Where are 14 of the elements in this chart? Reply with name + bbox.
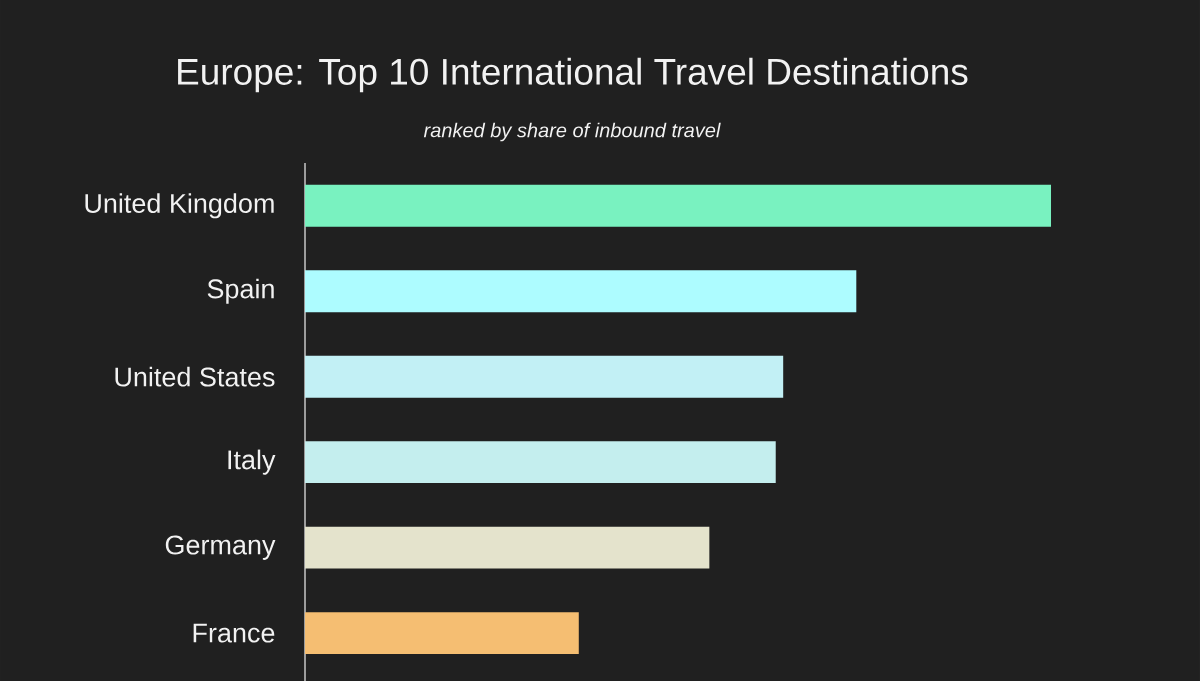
y-tick-label: France [193,623,275,643]
y-tick-label: United Kingdom [85,193,274,219]
y-tick-label: Spain [207,278,274,304]
bar [305,612,579,655]
bar [305,270,857,313]
bar [305,441,776,484]
y-tick-label: United States [115,366,275,387]
y-tick-label: Germany [165,535,276,560]
bar [305,355,784,398]
y-tick-label: Italy [228,449,276,475]
chart-title: Europe: Top 10 International Travel Destinations [178,57,968,93]
bar [305,184,1052,227]
chart-subtitle: ranked by share of inbound travel [423,122,721,142]
bar [305,526,710,569]
